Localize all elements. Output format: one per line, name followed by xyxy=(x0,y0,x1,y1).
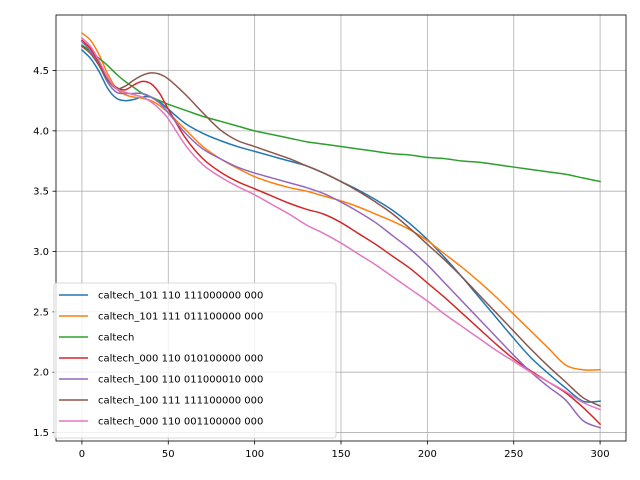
series-line xyxy=(80,39,602,426)
legend-label: caltech xyxy=(98,333,134,344)
legend-box xyxy=(53,282,337,439)
y-tick-label: 4.0 xyxy=(33,126,49,137)
series-line xyxy=(80,45,602,408)
legend-label: caltech_100 111 111100000 000 xyxy=(98,396,263,407)
series-line xyxy=(80,32,601,371)
x-tick-label: 0 xyxy=(79,449,85,460)
legend-label: caltech_000 110 010100000 000 xyxy=(98,354,263,365)
series-lines xyxy=(80,32,602,429)
series-line xyxy=(80,36,602,411)
y-tick-label: 3.0 xyxy=(33,247,49,258)
y-tick-label: 4.5 xyxy=(33,66,49,77)
x-tick-label: 200 xyxy=(418,449,437,460)
series-line xyxy=(80,48,601,403)
x-tick-label: 300 xyxy=(591,449,610,460)
y-tick-label: 1.5 xyxy=(33,428,49,439)
legend-label: caltech_000 110 001100000 000 xyxy=(98,417,263,428)
x-tick-label: 250 xyxy=(504,449,523,460)
y-tick-label: 2.5 xyxy=(33,307,49,318)
legend-label: caltech_101 110 111000000 000 xyxy=(98,291,263,302)
x-tick-label: 150 xyxy=(331,449,350,460)
legend-label: caltech_101 111 011100000 000 xyxy=(98,312,263,323)
series-line xyxy=(80,40,602,429)
legend: caltech_101 110 111000000 000 caltech_101… xyxy=(53,282,337,439)
x-tick-label: 100 xyxy=(245,449,264,460)
y-tick-label: 3.5 xyxy=(33,187,49,198)
series-line xyxy=(80,44,601,183)
x-axis: 0 50 100 150 200 250 300 xyxy=(79,441,610,460)
y-tick-label: 2.0 xyxy=(33,368,49,379)
legend-label: caltech_100 110 011000010 000 xyxy=(98,375,263,386)
x-tick-label: 50 xyxy=(162,449,175,460)
